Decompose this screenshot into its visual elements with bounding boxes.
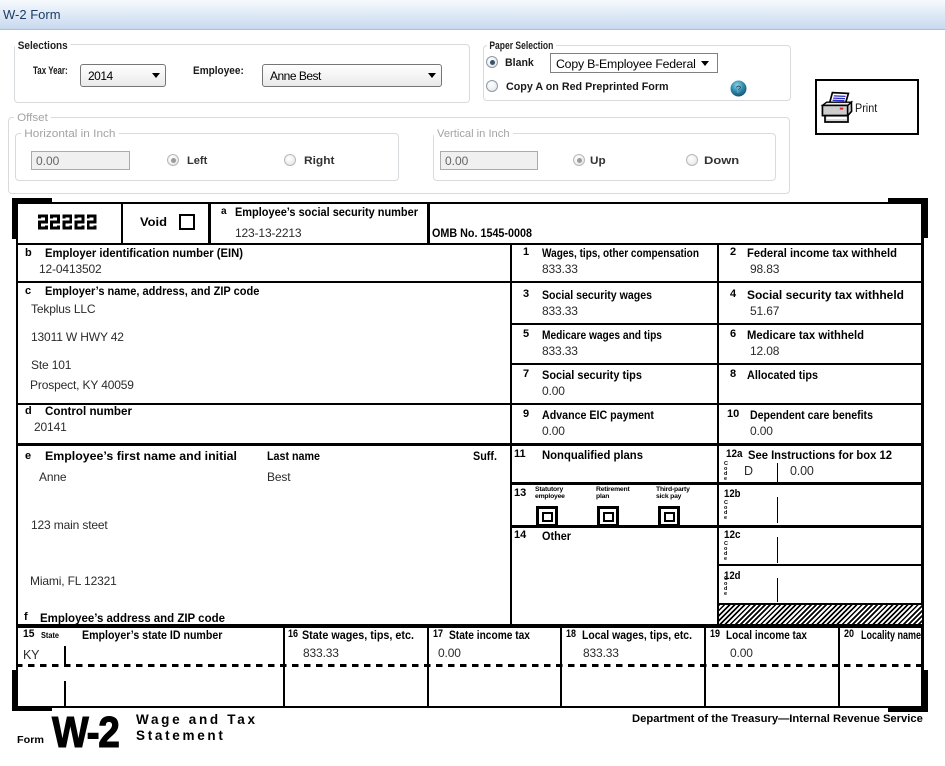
svg-text:?: ? [735, 83, 741, 95]
